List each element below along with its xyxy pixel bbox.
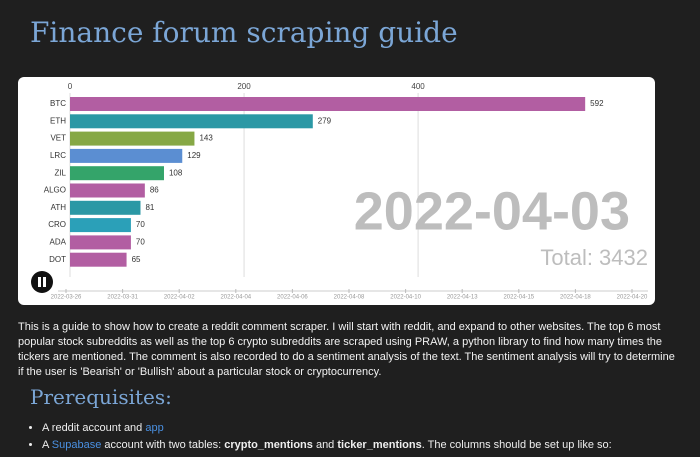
link[interactable]: Supabase: [51, 439, 102, 451]
pause-icon: [38, 277, 41, 287]
date-label: 2022-04-03: [354, 181, 630, 241]
x-tick-label: 0: [68, 82, 73, 91]
timeline-label: 2022-04-06: [277, 295, 308, 301]
value-label: 279: [318, 116, 332, 125]
bar: [70, 252, 127, 267]
category-label: VET: [50, 134, 66, 143]
value-label: 129: [187, 151, 201, 160]
category-label: CRO: [48, 220, 66, 229]
category-label: LRC: [50, 151, 66, 160]
bar: [70, 114, 313, 129]
bar: [70, 235, 131, 250]
value-label: 70: [136, 238, 145, 247]
timeline-label: 2022-04-15: [503, 295, 534, 301]
total-label: Total: 3432: [540, 245, 648, 270]
bar: [70, 131, 195, 146]
category-label: ETH: [50, 116, 66, 125]
chart: 2022-04-03 Total: 3432 0 200 400 BTC 592 ETH 2…: [31, 82, 648, 301]
bar: [70, 166, 164, 181]
text: A reddit account and: [42, 422, 146, 434]
x-tick-label: 400: [411, 82, 425, 91]
intro-text: This is a guide to show how to create a …: [18, 321, 675, 378]
timeline-label: 2022-03-26: [51, 295, 82, 301]
timeline-label: 2022-04-08: [334, 295, 365, 301]
value-label: 143: [199, 134, 213, 143]
timeline-label: 2022-04-10: [390, 295, 421, 301]
category-label: ALGO: [44, 186, 66, 195]
category-label: BTC: [50, 99, 66, 108]
pause-icon: [43, 277, 46, 287]
bar: [70, 148, 183, 163]
text: account with two tables:: [101, 439, 225, 451]
bar: [70, 97, 586, 111]
section-heading: Prerequisites:: [30, 385, 172, 409]
bar: [70, 200, 141, 215]
value-label: 108: [169, 168, 183, 177]
value-label: 86: [150, 186, 159, 195]
pause-button[interactable]: [31, 271, 53, 293]
timeline-label: 2022-04-20: [617, 295, 648, 301]
text: . The columns should be set up like so:: [421, 439, 612, 451]
table-name: crypto_mentions: [224, 439, 313, 451]
prereq-list: A reddit account and app A Supabase acco…: [18, 420, 700, 454]
timeline-label: 2022-03-31: [107, 295, 138, 301]
link[interactable]: app: [145, 422, 164, 434]
list-item: A Supabase account with two tables: cryp…: [42, 437, 700, 454]
category-label: ADA: [50, 238, 67, 247]
value-label: 70: [136, 220, 145, 229]
value-label: 81: [145, 203, 154, 212]
list-item: A reddit account and app: [42, 420, 700, 437]
text: and: [312, 439, 338, 451]
category-label: ATH: [51, 203, 67, 212]
bar: [70, 218, 131, 233]
timeline-label: 2022-04-18: [560, 295, 591, 301]
chart-panel: 2022-04-03 Total: 3432 0 200 400 BTC 592 ETH 2…: [18, 77, 655, 305]
timeline-label: 2022-04-04: [220, 295, 251, 301]
page-title: Finance forum scraping guide: [30, 16, 458, 49]
value-label: 592: [590, 99, 604, 108]
x-tick-label: 200: [237, 82, 251, 91]
value-label: 65: [132, 255, 141, 264]
timeline-label: 2022-04-02: [164, 295, 195, 301]
table-name: ticker_mentions: [337, 439, 422, 451]
text: A: [42, 439, 52, 451]
bar: [70, 183, 145, 198]
category-label: DOT: [49, 255, 66, 264]
category-label: ZIL: [54, 168, 66, 177]
timeline-label: 2022-04-13: [447, 295, 478, 301]
